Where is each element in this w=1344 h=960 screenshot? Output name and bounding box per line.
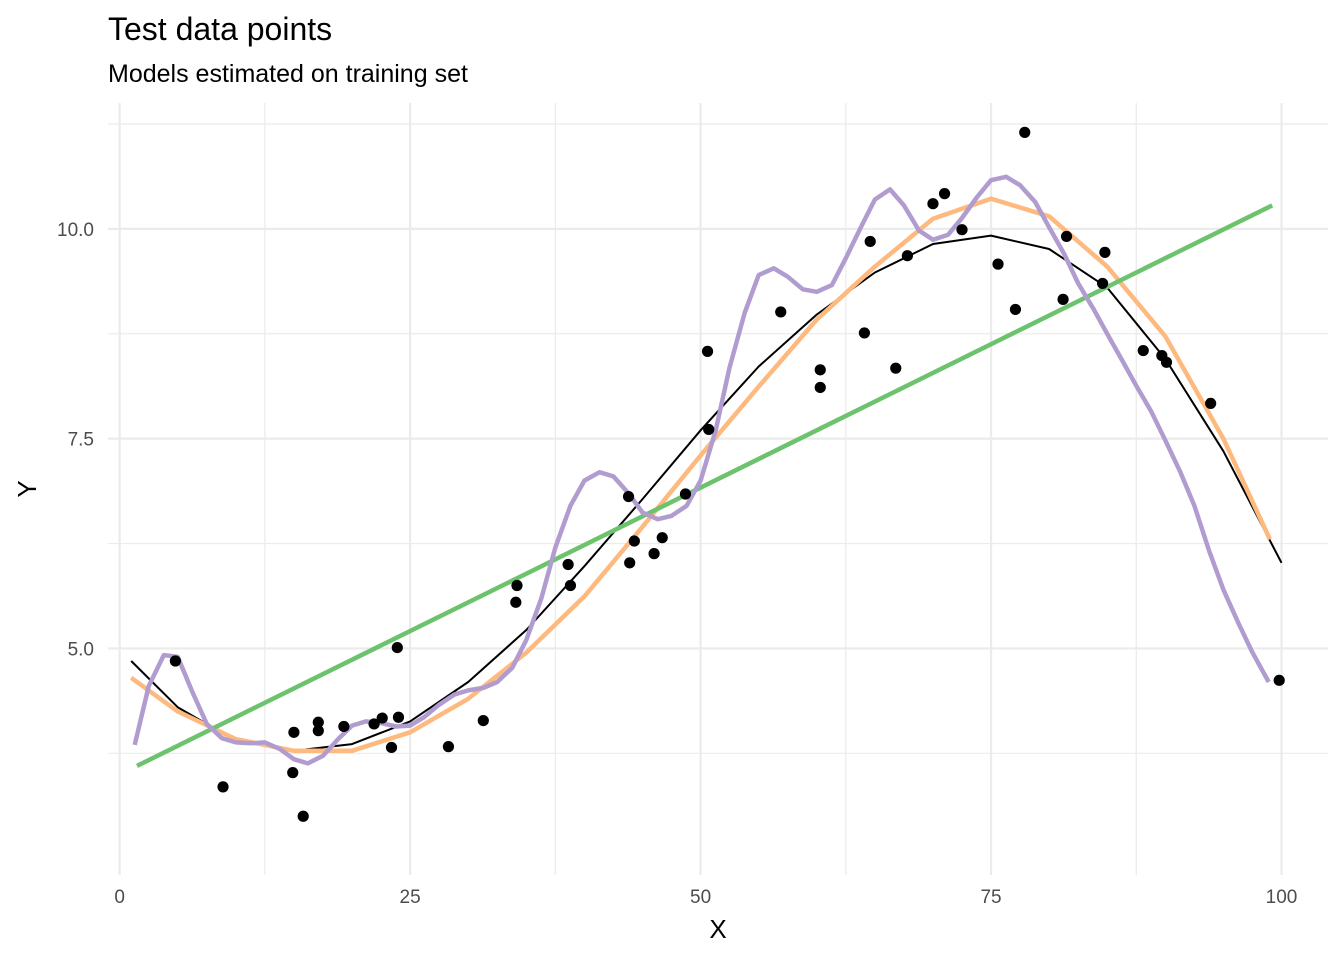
data-point bbox=[1096, 277, 1109, 290]
data-point bbox=[775, 306, 787, 318]
y-tick-label: 10.0 bbox=[57, 220, 94, 241]
data-point bbox=[901, 250, 913, 262]
data-point bbox=[1137, 344, 1149, 357]
data-point bbox=[679, 488, 692, 500]
data-point bbox=[312, 725, 324, 737]
data-point bbox=[927, 198, 939, 210]
data-point bbox=[562, 558, 574, 571]
data-point bbox=[814, 381, 826, 394]
data-point bbox=[1019, 126, 1031, 138]
data-point bbox=[624, 557, 636, 569]
x-tick-label: 75 bbox=[980, 887, 1001, 908]
data-point bbox=[864, 235, 876, 248]
data-point bbox=[956, 224, 968, 236]
data-point bbox=[622, 490, 635, 503]
data-point bbox=[1273, 674, 1285, 686]
data-point bbox=[392, 711, 405, 723]
x-tick-label: 100 bbox=[1266, 887, 1298, 908]
data-point bbox=[703, 423, 715, 436]
points-layer bbox=[169, 126, 1285, 822]
series-layer bbox=[129, 174, 1283, 768]
data-point bbox=[338, 720, 350, 733]
smooth-fit-line bbox=[129, 196, 1272, 754]
data-point bbox=[814, 364, 826, 376]
data-point bbox=[1160, 356, 1173, 368]
data-point bbox=[169, 655, 181, 667]
chart-title: Test data points bbox=[108, 11, 332, 47]
data-point bbox=[701, 345, 714, 357]
data-point bbox=[442, 741, 455, 753]
data-point bbox=[1057, 293, 1069, 305]
data-point bbox=[511, 579, 523, 592]
y-tick-label: 5.0 bbox=[68, 639, 94, 660]
data-point bbox=[312, 716, 324, 728]
data-point bbox=[477, 715, 489, 727]
data-point bbox=[992, 258, 1004, 270]
wiggly-fit-line bbox=[132, 174, 1271, 766]
data-point bbox=[368, 718, 380, 730]
data-point bbox=[510, 596, 522, 608]
data-point bbox=[656, 532, 668, 544]
grid bbox=[108, 103, 1328, 875]
linear-fit-line bbox=[136, 203, 1274, 768]
x-tick-label: 25 bbox=[400, 887, 421, 908]
data-point bbox=[858, 327, 871, 339]
x-tick-label: 0 bbox=[114, 887, 125, 908]
x-tick-label: 50 bbox=[690, 887, 711, 908]
data-point bbox=[1060, 230, 1073, 243]
data-point bbox=[648, 548, 660, 560]
data-point bbox=[287, 767, 299, 779]
data-point bbox=[376, 712, 388, 724]
x-axis-title: X bbox=[709, 914, 726, 944]
data-point bbox=[385, 741, 398, 754]
data-point bbox=[1205, 397, 1217, 410]
y-tick-label: 7.5 bbox=[68, 430, 94, 451]
y-axis-title: Y bbox=[12, 480, 42, 497]
data-point bbox=[288, 726, 300, 738]
data-point bbox=[628, 535, 640, 547]
chart-subtitle: Models estimated on training set bbox=[108, 60, 468, 88]
data-point bbox=[564, 579, 577, 592]
data-point bbox=[890, 362, 902, 374]
true-function-line bbox=[130, 234, 1283, 752]
data-point bbox=[1009, 303, 1022, 316]
ticks-layer: 0 25 50 75 100 5.0 7.5 10.0 bbox=[57, 220, 1297, 908]
data-point bbox=[297, 810, 309, 822]
data-point bbox=[938, 188, 951, 200]
data-point bbox=[1099, 246, 1111, 258]
data-point bbox=[391, 641, 403, 654]
data-point bbox=[217, 781, 229, 793]
